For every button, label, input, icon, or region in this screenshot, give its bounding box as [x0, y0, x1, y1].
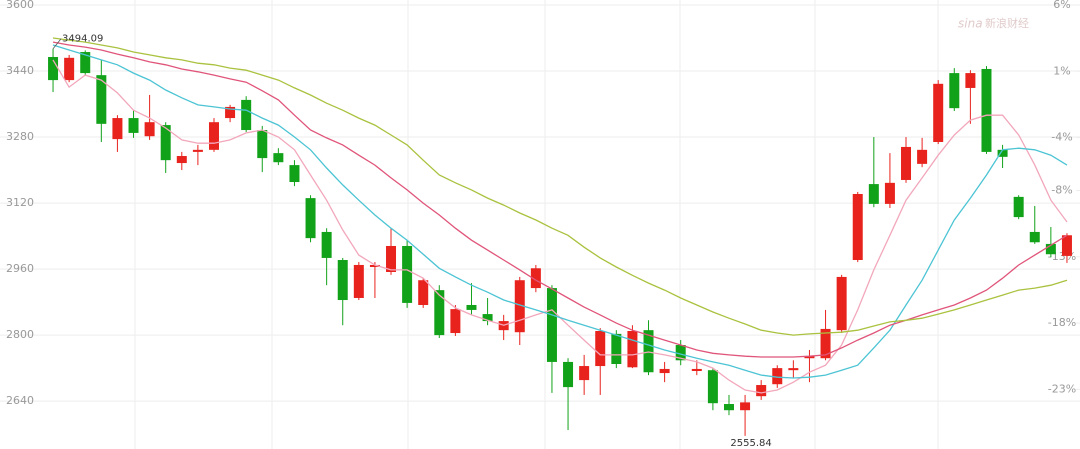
candle-body — [128, 118, 139, 133]
candle-body — [949, 73, 960, 109]
candle-body — [884, 182, 895, 204]
y2-tick-label: -8% — [1051, 184, 1072, 197]
candle-body — [369, 264, 380, 268]
y-tick-label: 2640 — [6, 394, 34, 407]
candle-body — [740, 402, 751, 411]
candle-body — [96, 75, 107, 124]
candle-body — [917, 149, 928, 164]
candle-body — [434, 290, 445, 336]
watermark: sina 新浪财经 — [958, 16, 1029, 31]
candle-body — [241, 99, 252, 131]
candle-body — [64, 57, 75, 81]
high-leader — [52, 38, 62, 49]
candle-body — [386, 245, 397, 272]
candle-body — [981, 68, 992, 152]
candle-body — [1061, 235, 1072, 256]
candle-body — [772, 368, 783, 385]
candle-body — [788, 368, 799, 371]
candle-body — [418, 280, 429, 305]
candle-body — [48, 56, 59, 81]
low-label: 2555.84 — [730, 438, 771, 449]
candles — [48, 48, 1072, 436]
candle-body — [192, 149, 203, 152]
candle-body — [337, 260, 348, 301]
y-tick-label: 2960 — [6, 262, 34, 275]
y-tick-label: 3440 — [6, 64, 34, 77]
candle-body — [1029, 231, 1040, 243]
candle-body — [450, 309, 461, 334]
vertical-grid — [134, 0, 939, 449]
candle-body — [466, 304, 477, 310]
candle-body — [804, 356, 815, 359]
candle-body — [257, 130, 268, 159]
candle-body — [305, 198, 316, 239]
candle-body — [723, 404, 734, 411]
y2-tick-label: 1% — [1053, 64, 1070, 77]
candle-body — [80, 52, 91, 74]
moving-average-line — [52, 59, 1068, 394]
high-label: 3494.09 — [62, 34, 103, 45]
candle-body — [353, 264, 364, 298]
y-tick-label: 3120 — [6, 196, 34, 209]
y2-tick-label: -4% — [1051, 131, 1072, 144]
candle-body — [402, 245, 413, 303]
candle-body — [144, 122, 155, 137]
y2-tick-label: -23% — [1048, 382, 1076, 395]
candle-body — [707, 370, 718, 404]
candle-body — [997, 149, 1008, 157]
candle-body — [514, 280, 525, 333]
candle-body — [643, 330, 654, 373]
candle-body — [112, 118, 123, 140]
candle-body — [627, 330, 638, 368]
candle-body — [563, 361, 574, 388]
watermark-text: 新浪财经 — [985, 16, 1029, 30]
candle-body — [691, 368, 702, 372]
candle-body — [756, 385, 767, 397]
candle-body — [836, 276, 847, 331]
candle-body — [530, 268, 541, 289]
y2-tick-label: -18% — [1048, 316, 1076, 329]
candle-body — [225, 106, 236, 119]
candle-body — [675, 345, 686, 361]
candle-body — [1045, 243, 1056, 255]
candle-body — [611, 333, 622, 364]
candle-body — [176, 156, 187, 164]
candle-body — [933, 83, 944, 142]
candle-body — [273, 153, 284, 163]
moving-average-line — [52, 44, 1068, 379]
candle-body — [595, 330, 606, 367]
candle-body — [579, 366, 590, 381]
candle-body — [289, 165, 300, 183]
y-tick-label: 3280 — [6, 130, 34, 143]
y2-tick-label: 6% — [1053, 0, 1070, 11]
candle-body — [868, 184, 879, 204]
y-tick-label: 2800 — [6, 328, 34, 341]
candle-body — [546, 288, 557, 362]
candle-body — [820, 328, 831, 359]
candle-body — [160, 125, 171, 161]
candle-body — [208, 122, 219, 150]
candle-body — [321, 231, 332, 258]
candle-body — [901, 146, 912, 180]
y-tick-label: 3600 — [6, 0, 34, 11]
moving-average-line — [52, 37, 1068, 336]
watermark-logo: sina — [958, 17, 983, 31]
moving-average-line — [52, 41, 1068, 358]
candle-body — [965, 73, 976, 88]
candle-body — [482, 314, 493, 322]
candle-body — [1013, 196, 1024, 218]
candle-body — [659, 368, 670, 374]
candle-body — [852, 193, 863, 261]
